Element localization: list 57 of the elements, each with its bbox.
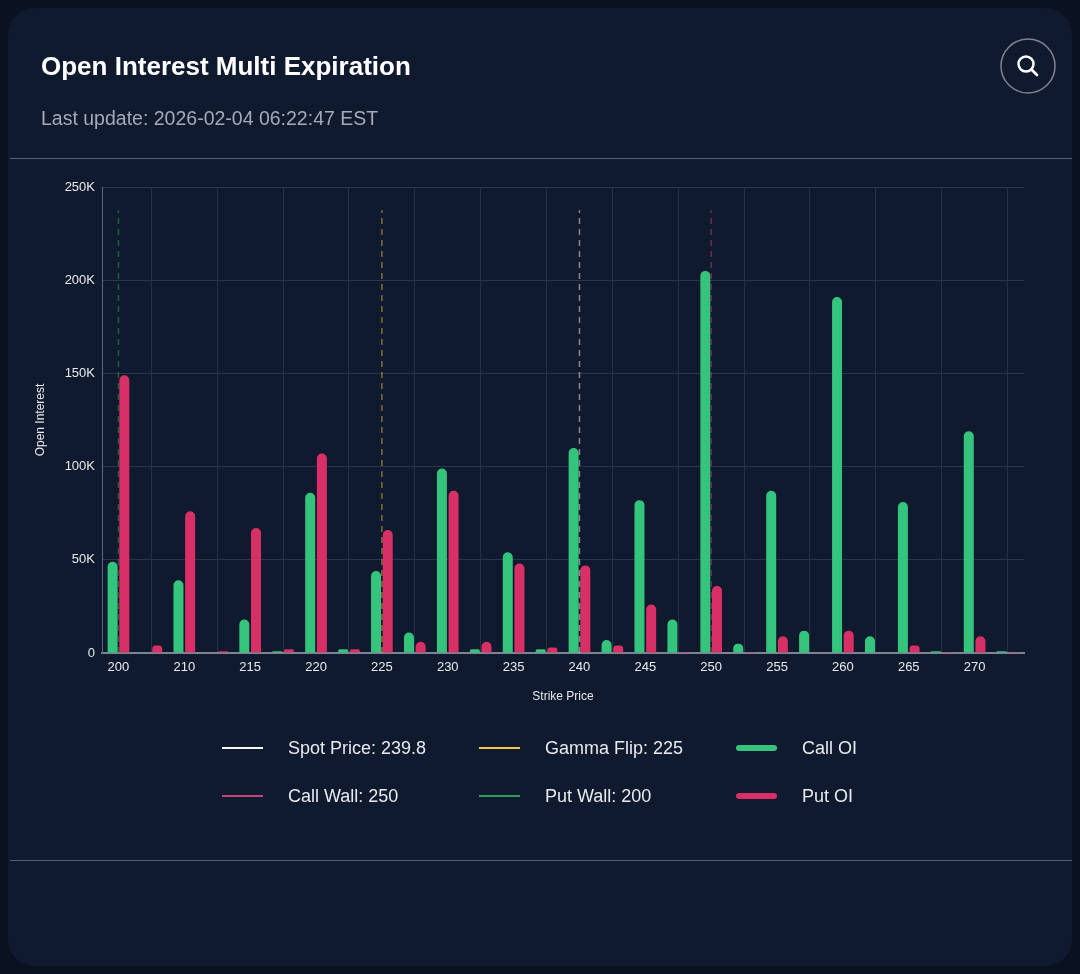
bar bbox=[185, 511, 196, 653]
bar bbox=[580, 565, 591, 653]
bar bbox=[514, 563, 525, 653]
bar bbox=[436, 468, 447, 653]
bar bbox=[107, 561, 118, 653]
bar bbox=[634, 500, 645, 653]
legend-label: Gamma Flip: 225 bbox=[545, 737, 684, 759]
bar bbox=[502, 552, 513, 653]
bar bbox=[843, 630, 854, 653]
y-tick-label: 200K bbox=[64, 271, 96, 287]
x-tick-label: 270 bbox=[963, 659, 986, 675]
x-tick-label: 240 bbox=[568, 659, 591, 675]
bar bbox=[371, 570, 382, 653]
x-tick-label: 255 bbox=[766, 659, 788, 675]
bar bbox=[667, 619, 678, 653]
bar bbox=[305, 492, 316, 653]
y-tick-label: 250K bbox=[64, 178, 96, 194]
bar bbox=[119, 375, 130, 653]
x-tick-label: 245 bbox=[634, 659, 657, 675]
bar bbox=[646, 604, 657, 653]
bar bbox=[568, 447, 579, 653]
x-tick-label: 225 bbox=[371, 659, 393, 675]
legend-label: Call OI bbox=[802, 737, 858, 759]
bar bbox=[832, 296, 843, 653]
bar bbox=[766, 490, 777, 653]
y-tick-label: 150K bbox=[64, 364, 96, 380]
bar bbox=[712, 585, 723, 653]
legend-label: Put Wall: 200 bbox=[545, 785, 652, 807]
x-tick-label: 200 bbox=[107, 659, 130, 675]
y-tick-label: 100K bbox=[64, 458, 96, 474]
bar bbox=[448, 490, 459, 653]
bar bbox=[316, 453, 327, 653]
bar bbox=[251, 528, 262, 653]
x-tick-label: 215 bbox=[239, 659, 262, 675]
y-tick-label: 0 bbox=[87, 644, 95, 660]
x-tick-label: 210 bbox=[173, 659, 196, 675]
chart-subtitle: Last update: 2026-02-04 06:22:47 EST bbox=[41, 106, 379, 130]
y-axis-title: Open Interest bbox=[32, 382, 47, 457]
x-tick-label: 230 bbox=[436, 659, 459, 675]
x-tick-label: 220 bbox=[305, 659, 327, 675]
x-tick-label: 265 bbox=[897, 659, 920, 675]
legend-label: Spot Price: 239.8 bbox=[288, 737, 427, 759]
legend-label: Call Wall: 250 bbox=[288, 785, 399, 807]
bar bbox=[382, 529, 393, 653]
legend-label: Put OI bbox=[802, 785, 854, 807]
x-tick-label: 235 bbox=[502, 659, 525, 675]
bar bbox=[239, 619, 250, 653]
x-tick-label: 250 bbox=[700, 659, 723, 675]
bar bbox=[897, 502, 908, 653]
x-axis-title: Strike Price bbox=[532, 689, 594, 704]
bar bbox=[700, 270, 711, 653]
y-tick-label: 50K bbox=[71, 551, 96, 567]
bar bbox=[799, 630, 810, 653]
bar bbox=[963, 431, 974, 653]
x-tick-label: 260 bbox=[832, 659, 854, 675]
bar bbox=[173, 580, 184, 653]
chart-title: Open Interest Multi Expiration bbox=[41, 50, 411, 82]
